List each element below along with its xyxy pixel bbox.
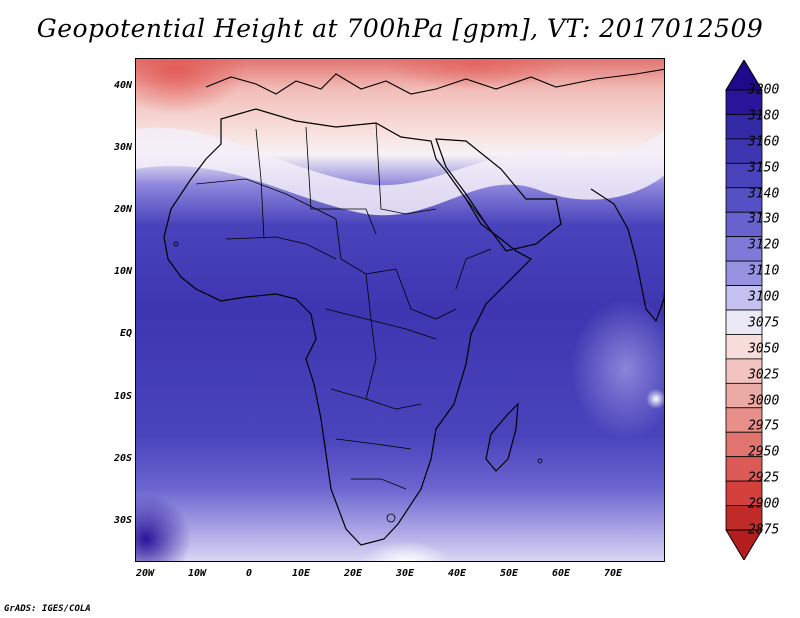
lat-label-40n: 40N	[113, 80, 132, 91]
colorbar-block	[725, 285, 763, 311]
lon-label-20e: 20E	[343, 568, 363, 579]
high-core-west	[136, 59, 246, 114]
colorbar-up-arrow-icon	[725, 60, 763, 91]
colorbar-block	[725, 187, 763, 213]
colorbar-block	[725, 260, 763, 286]
colorbar-block	[725, 236, 763, 262]
colorbar-block	[725, 162, 763, 189]
lat-label-10s: 10S	[113, 391, 132, 402]
lat-label-20n: 20N	[113, 204, 132, 215]
colorbar-block	[725, 138, 763, 164]
colorbar-label: 3110	[748, 263, 780, 279]
colorbar-label: 3000	[748, 393, 780, 409]
lat-label-10n: 10N	[113, 266, 132, 277]
lat-label-eq: EQ	[119, 328, 132, 339]
map-panel	[135, 58, 665, 562]
colorbar-block	[725, 358, 763, 384]
low-southwest	[136, 494, 191, 561]
colorbar-block	[725, 211, 763, 238]
colorbar-label: 3140	[748, 186, 780, 202]
colorbar-down-arrow-icon	[725, 529, 763, 560]
colorbar-block	[725, 456, 763, 482]
colorbar	[725, 60, 763, 560]
colorbar-label: 3050	[748, 341, 780, 357]
colorbar-label: 2925	[748, 470, 780, 486]
lat-label-20s: 20S	[113, 453, 132, 464]
lon-label-10w: 10W	[187, 568, 207, 579]
lat-label-30s: 30S	[113, 515, 132, 526]
colorbar-label: 3150	[748, 160, 780, 176]
europe-coastline	[205, 68, 664, 95]
lon-label-0: 0	[245, 568, 253, 579]
country-borders	[195, 122, 492, 490]
colorbar-label: 2900	[748, 496, 780, 512]
colorbar-label: 2950	[748, 444, 780, 460]
madagascar-coastline	[485, 402, 519, 472]
indian-ocean-light	[571, 299, 664, 439]
lon-label-50e: 50E	[499, 568, 519, 579]
colorbar-label: 3075	[748, 315, 780, 331]
colorbar-block	[725, 334, 763, 360]
colorbar-label: 3120	[748, 237, 780, 253]
colorbar-block	[725, 89, 763, 115]
lon-label-40e: 40E	[447, 568, 467, 579]
lon-label-30e: 30E	[395, 568, 415, 579]
lon-label-60e: 60E	[551, 568, 571, 579]
colorbar-label: 3100	[748, 289, 780, 305]
colorbar-label: 2875	[748, 522, 780, 538]
colorbar-label: 3160	[748, 134, 780, 150]
colorbar-label: 2975	[748, 418, 780, 434]
africa-coastline	[163, 108, 532, 546]
colorbar-label: 3180	[748, 108, 780, 124]
islands	[173, 241, 543, 523]
colorbar-blocks	[725, 89, 763, 531]
geopotential-field	[136, 59, 664, 561]
lon-label-70e: 70E	[603, 568, 623, 579]
colorbar-label: 3130	[748, 211, 780, 227]
lon-label-10e: 10E	[291, 568, 311, 579]
indian-ocean-spot	[646, 389, 664, 409]
lat-label-30n: 30N	[113, 142, 132, 153]
footer-credit: GrADS: IGES/COLA	[4, 604, 91, 614]
colorbar-block	[725, 309, 763, 335]
ridge-band	[136, 127, 664, 216]
india-coastline	[590, 188, 664, 323]
south-white-spot	[361, 541, 451, 561]
page-title: Geopotential Height at 700hPa [gpm], VT:…	[36, 14, 764, 43]
arabia-coastline	[435, 138, 562, 252]
high-core-east	[386, 59, 566, 89]
colorbar-label: 3200	[748, 82, 780, 98]
lon-label-20w: 20W	[135, 568, 155, 579]
colorbar-label: 3025	[748, 367, 780, 383]
